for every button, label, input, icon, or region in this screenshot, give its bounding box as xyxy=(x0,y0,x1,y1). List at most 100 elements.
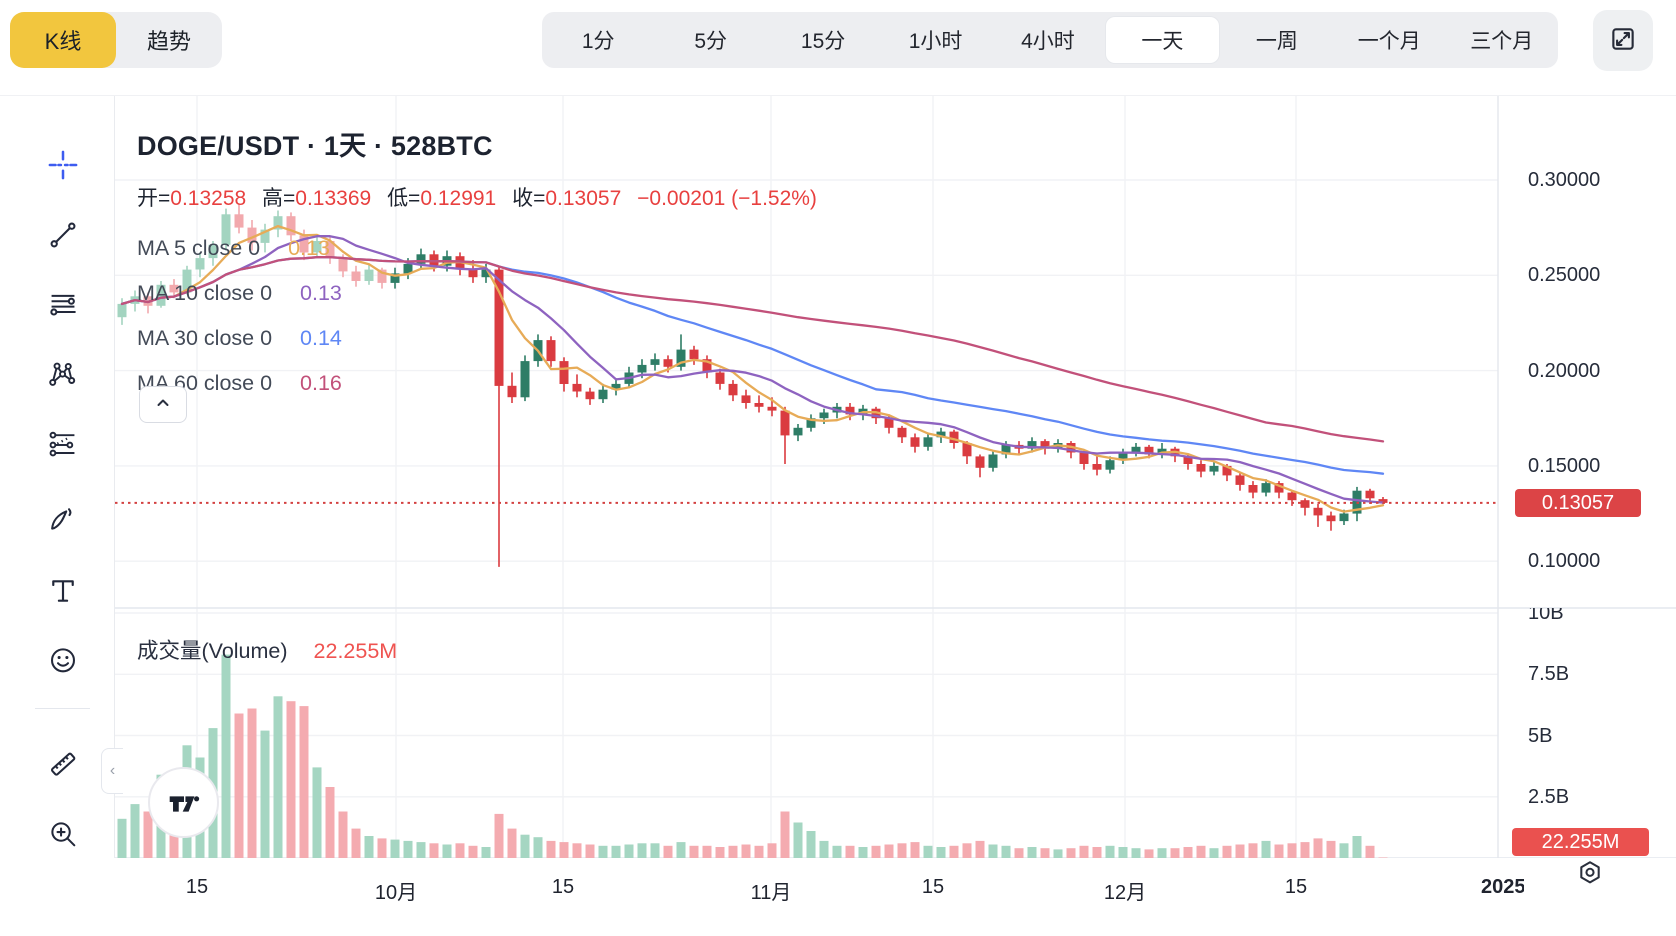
chevron-up-icon xyxy=(153,393,173,416)
candle xyxy=(793,427,803,436)
candle xyxy=(728,383,738,396)
volume-bar xyxy=(1339,843,1349,858)
candle xyxy=(559,361,569,384)
candle xyxy=(260,229,270,243)
candle xyxy=(1378,499,1388,503)
volume-bar xyxy=(1014,848,1024,858)
tab-trend[interactable]: 趋势 xyxy=(116,12,222,68)
volume-bar xyxy=(793,822,803,858)
candle xyxy=(1287,492,1297,501)
volume-bar xyxy=(520,834,530,858)
volume-bar xyxy=(1287,843,1297,858)
volume-bar xyxy=(1040,848,1050,858)
volume-bar xyxy=(1092,847,1102,858)
candle xyxy=(923,437,933,447)
timeframe-item-8[interactable]: 三个月 xyxy=(1470,30,1534,53)
candle xyxy=(208,244,218,259)
volume-bar xyxy=(429,843,439,858)
volume-bar xyxy=(585,844,595,858)
candle xyxy=(585,391,595,400)
time-axis[interactable]: 15 10月 15 11月 15 12月 15 2025 xyxy=(0,858,1676,936)
candle xyxy=(390,273,400,283)
volume-bar xyxy=(624,844,634,858)
candles-layer xyxy=(117,204,1388,567)
timeframe-item-6[interactable]: 一周 xyxy=(1255,30,1298,53)
time-tick-label: 15 xyxy=(185,876,209,898)
price-axis[interactable]: 0.30000 0.25000 0.20000 0.15000 0.10000 xyxy=(1498,96,1676,608)
emoji-tool-icon[interactable] xyxy=(47,644,79,676)
drawing-toolbar: ‹ xyxy=(0,96,123,936)
volume-bar xyxy=(1144,849,1154,858)
text-tool-icon[interactable] xyxy=(47,575,79,607)
candle xyxy=(1300,500,1310,508)
volume-bar xyxy=(1066,848,1076,858)
expand-icon xyxy=(1608,24,1638,57)
time-tick-label: 15 xyxy=(551,876,575,898)
timeframe-item-3[interactable]: 1小时 xyxy=(908,30,963,53)
candle xyxy=(611,383,621,390)
volume-bar xyxy=(494,813,504,858)
volume-bar xyxy=(1326,840,1336,858)
candle xyxy=(754,403,764,407)
volume-bar xyxy=(546,840,556,858)
timeframe-switcher: 1分 5分 15分 1小时 4小时 一天 一周 一个月 三个月 xyxy=(542,12,1558,68)
candle xyxy=(1339,513,1349,522)
volume-bar xyxy=(1170,848,1180,858)
time-tick-label: 10月 xyxy=(374,882,418,904)
volume-bar xyxy=(663,845,673,859)
timeframe-item-4[interactable]: 4小时 xyxy=(1021,30,1075,53)
volume-bar xyxy=(143,811,153,858)
candle xyxy=(195,258,205,270)
volume-bar xyxy=(1157,848,1167,858)
volume-bar xyxy=(780,811,790,858)
candle xyxy=(910,437,920,447)
parallel-channel-tool-icon[interactable] xyxy=(47,429,79,461)
candle xyxy=(1326,515,1336,522)
volume-tick-label: 7.5B xyxy=(1528,663,1570,686)
chart-type-switcher: K线 趋势 xyxy=(10,12,222,68)
trend-line-tool-icon[interactable] xyxy=(47,219,79,251)
timeframe-item-1[interactable]: 5分 xyxy=(694,30,727,53)
volume-bar xyxy=(1079,845,1089,859)
horizontal-lines-tool-icon[interactable] xyxy=(47,289,79,321)
volume-bar xyxy=(845,845,855,859)
volume-bar xyxy=(312,767,322,858)
timeframe-item-2[interactable]: 15分 xyxy=(800,30,846,53)
timeframe-item-7[interactable]: 一个月 xyxy=(1357,30,1421,53)
ruler-tool-icon[interactable] xyxy=(47,748,79,780)
candlestick-chart-canvas[interactable] xyxy=(115,96,1676,936)
volume-bar xyxy=(468,845,478,859)
tab-kline[interactable]: K线 xyxy=(10,12,116,68)
crosshair-tool-icon[interactable] xyxy=(47,149,79,181)
candle xyxy=(156,284,166,306)
fullscreen-button[interactable] xyxy=(1593,10,1653,71)
legend-collapse-button[interactable] xyxy=(139,386,187,423)
timeframe-item-0[interactable]: 1分 xyxy=(581,30,615,53)
volume-bar xyxy=(195,757,205,858)
candle xyxy=(741,395,751,403)
candle xyxy=(1118,452,1128,461)
candle xyxy=(702,359,712,373)
sidebar-collapse-handle[interactable]: ‹ xyxy=(101,748,123,794)
volume-bar xyxy=(1118,847,1128,858)
xabcd-pattern-tool-icon[interactable] xyxy=(47,359,79,391)
volume-bar xyxy=(858,847,868,858)
volume-bar xyxy=(1313,838,1323,858)
volume-axis[interactable]: 10B 7.5B 5B 2.5B xyxy=(1498,608,1676,858)
volume-bar xyxy=(923,845,933,859)
ma60-line xyxy=(120,256,1385,443)
candle xyxy=(286,216,296,236)
timeframe-item-5[interactable]: 一天 xyxy=(1106,17,1219,63)
volume-tick-label: 2.5B xyxy=(1528,785,1570,808)
volume-bar xyxy=(507,828,517,858)
candle xyxy=(1079,452,1089,464)
volume-bar xyxy=(819,840,829,858)
candle xyxy=(221,214,231,245)
zoom-in-tool-icon[interactable] xyxy=(47,818,79,850)
chart-settings-button[interactable] xyxy=(1570,854,1610,894)
candle xyxy=(234,214,244,228)
candle xyxy=(416,254,426,264)
brush-tool-icon[interactable] xyxy=(47,504,79,536)
volume-bar xyxy=(689,845,699,859)
candle xyxy=(1040,441,1050,449)
